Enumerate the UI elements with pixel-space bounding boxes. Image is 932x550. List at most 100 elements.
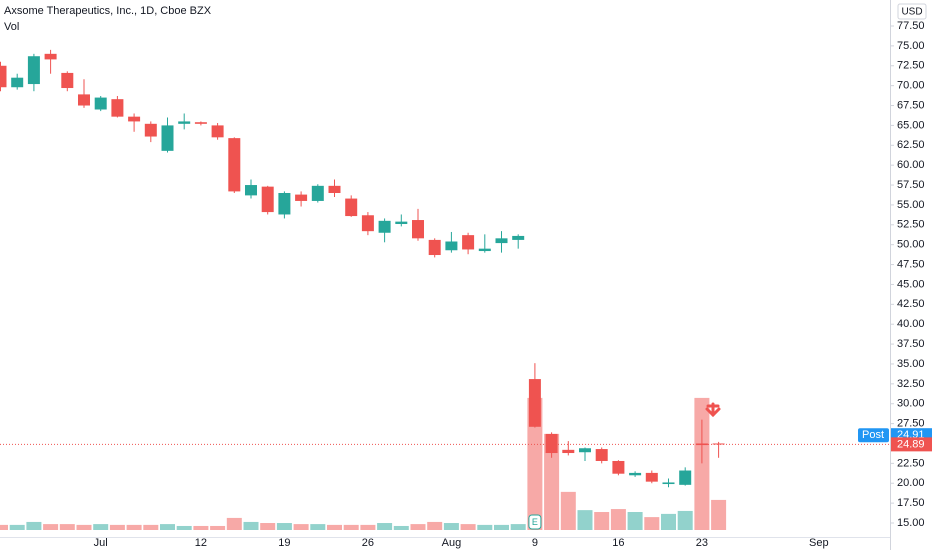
candle-body bbox=[278, 192, 291, 215]
volume-bar bbox=[427, 521, 443, 530]
x-tick-label: Aug bbox=[442, 537, 462, 549]
candle-body bbox=[161, 125, 174, 151]
volume-bar bbox=[260, 523, 276, 530]
candle-body bbox=[295, 194, 308, 201]
last-price: 24.89 bbox=[897, 438, 925, 450]
currency: USD bbox=[901, 7, 922, 18]
y-tick-label: 45.00 bbox=[897, 278, 925, 290]
candle-body bbox=[211, 125, 224, 138]
volume-bar bbox=[327, 524, 342, 530]
x-tick-label: 9 bbox=[532, 537, 538, 549]
candle-body bbox=[0, 65, 7, 88]
volume-bar bbox=[577, 510, 593, 530]
candle-body bbox=[78, 94, 90, 106]
volume-bar bbox=[176, 525, 192, 530]
volume-bar bbox=[193, 525, 209, 530]
candle-body bbox=[395, 221, 408, 225]
candle-body bbox=[562, 449, 575, 454]
y-tick-label: 52.50 bbox=[897, 219, 925, 231]
y-tick-label: 67.50 bbox=[897, 99, 925, 111]
candle-body bbox=[662, 482, 675, 485]
volume-bar bbox=[360, 524, 376, 530]
x-tick-label: Sep bbox=[809, 537, 829, 549]
volume-bar bbox=[644, 517, 660, 530]
earnings-badge[interactable] bbox=[528, 514, 542, 530]
y-tick-label: 37.50 bbox=[897, 338, 925, 350]
volume-bar bbox=[677, 510, 693, 530]
volume-bar bbox=[510, 524, 526, 530]
candle-body bbox=[144, 123, 157, 137]
candle-body bbox=[361, 215, 374, 232]
candle-body bbox=[128, 116, 141, 122]
candle-body bbox=[545, 433, 558, 454]
y-tick-label: 15.00 bbox=[897, 517, 925, 529]
candle-body bbox=[445, 241, 458, 251]
candle-body bbox=[462, 235, 475, 250]
y-tick-label: 62.50 bbox=[897, 139, 925, 151]
candle-body bbox=[11, 77, 24, 88]
candle-body bbox=[27, 56, 40, 85]
volume-label: Vol bbox=[4, 21, 19, 33]
y-tick-label: 70.00 bbox=[897, 80, 925, 92]
y-tick-label: 42.50 bbox=[897, 298, 925, 310]
last-price-box bbox=[891, 437, 932, 452]
x-tick-label: 16 bbox=[612, 537, 624, 549]
candle-body bbox=[695, 443, 708, 446]
y-tick-label: 65.00 bbox=[897, 119, 925, 131]
chart-title: Axsome Therapeutics, Inc., 1D, Cboe BZX bbox=[4, 5, 212, 17]
candle-body bbox=[44, 53, 57, 60]
x-tick-label: 12 bbox=[195, 537, 207, 549]
y-tick-label: 32.50 bbox=[897, 378, 925, 390]
volume-bar bbox=[627, 512, 643, 530]
y-tick-label: 30.00 bbox=[897, 398, 925, 410]
volume-bar bbox=[9, 524, 25, 530]
y-tick-label: 27.50 bbox=[897, 418, 925, 430]
candle-body bbox=[428, 239, 441, 256]
candle-body bbox=[612, 460, 625, 474]
volume-bar bbox=[143, 524, 159, 530]
y-tick-label: 55.00 bbox=[897, 199, 925, 211]
volume-bar bbox=[210, 525, 226, 530]
volume-bar bbox=[26, 521, 42, 530]
candle-body bbox=[228, 138, 241, 192]
candle-body bbox=[311, 185, 324, 201]
volume-bar bbox=[293, 524, 309, 530]
candle-body bbox=[378, 220, 391, 233]
y-tick-label: 60.00 bbox=[897, 159, 925, 171]
candle-body bbox=[478, 248, 491, 252]
volume-bar bbox=[160, 524, 175, 530]
candle-body bbox=[261, 186, 274, 213]
y-tick-label: 57.50 bbox=[897, 179, 925, 191]
x-tick-label: Jul bbox=[94, 537, 108, 549]
currency-box[interactable] bbox=[897, 3, 927, 20]
y-tick-label: 35.00 bbox=[897, 358, 925, 370]
volume-bar bbox=[226, 517, 242, 530]
volume-bar bbox=[594, 512, 610, 530]
post-tag bbox=[858, 428, 889, 443]
x-tick-label: 26 bbox=[362, 537, 374, 549]
volume-bar bbox=[243, 521, 259, 530]
volume-bar bbox=[410, 524, 426, 530]
volume-bar bbox=[610, 509, 626, 530]
volume-bar bbox=[343, 524, 359, 530]
volume-bar bbox=[460, 524, 476, 530]
candle-body bbox=[245, 185, 257, 196]
candle-body bbox=[579, 448, 591, 453]
volume-bar bbox=[310, 524, 326, 530]
volume-bar bbox=[711, 499, 727, 530]
y-tick-label: 17.50 bbox=[897, 497, 925, 509]
candle-body bbox=[178, 121, 191, 124]
volume-bar bbox=[377, 523, 393, 530]
candle-body bbox=[595, 449, 608, 461]
volume-bar bbox=[661, 513, 676, 530]
volume-bar bbox=[393, 525, 409, 530]
x-tick-label: 23 bbox=[696, 537, 708, 549]
y-tick-label: 72.50 bbox=[897, 60, 925, 72]
y-tick-label: 40.00 bbox=[897, 318, 925, 330]
volume-bar bbox=[527, 397, 543, 530]
y-tick-label: 47.50 bbox=[897, 258, 925, 270]
earnings-label: E bbox=[532, 517, 538, 527]
volume-bar bbox=[76, 524, 92, 530]
